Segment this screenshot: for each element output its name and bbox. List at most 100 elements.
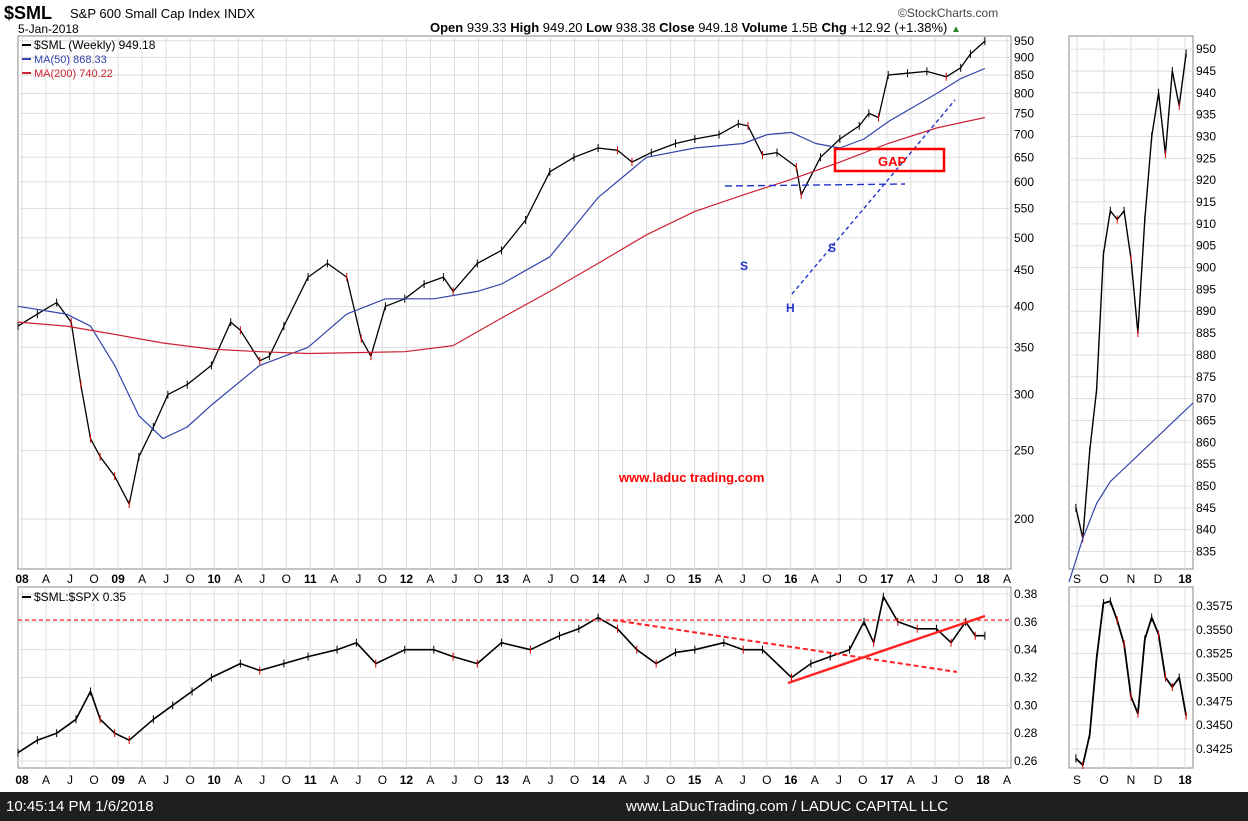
x-tick-label: 13 (496, 773, 510, 787)
y-tick-label: 0.38 (1014, 587, 1038, 601)
x-tick-label: J (259, 572, 265, 586)
x-tick-label: J (451, 773, 457, 787)
y-tick-label: 930 (1196, 129, 1216, 143)
chart-exchange: INDX (224, 6, 256, 21)
y-tick-label: 0.3575 (1196, 599, 1233, 613)
x-tick-label: 11 (304, 773, 317, 787)
x-tick-label: A (42, 773, 50, 787)
y-tick-label: 0.3475 (1196, 694, 1233, 708)
y-tick-label: 915 (1196, 195, 1216, 209)
x-tick-label: O (762, 773, 771, 787)
x-tick-label: 08 (15, 773, 29, 787)
low-label: Low (586, 20, 613, 35)
y-tick-label: 850 (1014, 68, 1034, 82)
x-tick-label: O (858, 572, 867, 586)
y-tick-label: 940 (1196, 86, 1216, 100)
y-tick-label: 0.26 (1014, 754, 1038, 768)
y-tick-label: 550 (1014, 202, 1034, 216)
x-tick-label: A (426, 773, 434, 787)
close-label: Close (659, 20, 695, 35)
y-tick-label: 600 (1014, 175, 1034, 189)
footer-credit: www.LaDucTrading.com / LADUC CAPITAL LLC (626, 798, 949, 815)
y-tick-label: 860 (1196, 435, 1216, 449)
chart-symbol: $SML (4, 3, 53, 23)
x-tick-label: J (932, 572, 938, 586)
x-tick-label: A (619, 572, 627, 586)
legend-ma200-swatch (22, 72, 31, 74)
x-tick-label: A (234, 572, 242, 586)
y-tick-label: 855 (1196, 457, 1216, 471)
x-tick-label: O (954, 773, 963, 787)
legend-ma50-label: MA(50) 868.33 (34, 54, 107, 66)
x-tick-label: O (858, 773, 867, 787)
gap-box (833, 147, 946, 173)
x-tick-label: A (330, 773, 338, 787)
footer-timestamp: 10:45:14 PM 1/6/2018 (6, 798, 154, 815)
axis-layer: 200 250 300 350 400 450 500 550 600 650 700 750 800 8… (15, 34, 1233, 787)
x-tick-label: O (570, 773, 579, 787)
x-tick-label: O (282, 773, 291, 787)
x-tick-label: O (954, 572, 963, 586)
x-tick-label: A (138, 773, 146, 787)
x-tick-label: O (1099, 572, 1108, 586)
y-tick-label: 865 (1196, 413, 1216, 427)
x-tick-label: 08 (15, 572, 29, 586)
x-tick-label: J (740, 572, 746, 586)
y-tick-label: 870 (1196, 392, 1216, 406)
x-tick-label: J (740, 773, 746, 787)
y-tick-label: 500 (1014, 231, 1034, 245)
head-label: H (786, 301, 795, 315)
x-tick-label: J (451, 572, 457, 586)
open-value: 939.33 (466, 20, 507, 35)
x-tick-label: J (355, 773, 361, 787)
x-tick-label: A (715, 572, 723, 586)
y-tick-label: 920 (1196, 173, 1216, 187)
legend-price-label: $SML (Weekly) 949.18 (34, 38, 156, 52)
x-tick-label: O (185, 572, 194, 586)
x-tick-label: D (1154, 572, 1163, 586)
x-tick-label: 14 (592, 572, 606, 586)
legend-ma200-label: MA(200) 740.22 (34, 68, 113, 80)
y-tick-label: 800 (1014, 87, 1034, 101)
x-tick-label: 14 (592, 773, 606, 787)
y-tick-label: 750 (1014, 106, 1034, 120)
volume-value: 1.5B (791, 20, 818, 35)
x-tick-label: 09 (111, 572, 125, 586)
open-label: Open (430, 20, 464, 35)
series-layer (17, 37, 1194, 770)
x-tick-label: A (234, 773, 242, 787)
provider-logo: ©StockCharts.com (898, 6, 998, 20)
x-tick-label: J (548, 572, 554, 586)
x-tick-label: O (89, 572, 98, 586)
y-tick-label: 950 (1014, 34, 1034, 48)
y-tick-label: 400 (1014, 299, 1034, 313)
copyright-icon: © (898, 6, 907, 20)
x-tick-label: A (330, 572, 338, 586)
x-tick-label: J (836, 572, 842, 586)
x-tick-label: A (523, 773, 531, 787)
ratio-up-trendline (787, 614, 986, 685)
x-tick-label: J (932, 773, 938, 787)
y-tick-label: 895 (1196, 282, 1216, 296)
neckline-dashed (724, 183, 906, 187)
uptrend-dashed (791, 99, 956, 295)
y-tick-label: 0.32 (1014, 671, 1038, 685)
close-value: 949.18 (698, 20, 738, 35)
x-tick-label: J (163, 773, 169, 787)
y-tick-label: 350 (1014, 340, 1034, 354)
y-tick-label: 300 (1014, 388, 1034, 402)
y-tick-label: 0.3525 (1196, 647, 1233, 661)
x-tick-label: O (282, 572, 291, 586)
x-tick-label: A (715, 773, 723, 787)
y-tick-label: 840 (1196, 523, 1216, 537)
x-tick-label: A (1003, 773, 1011, 787)
main-price-series-2-line (17, 116, 986, 355)
footer-bar: 10:45:14 PM 1/6/2018 www.LaDucTrading.co… (0, 792, 1248, 821)
x-tick-label: 18 (976, 773, 990, 787)
x-tick-label: J (644, 572, 650, 586)
grid-layer (18, 36, 1193, 768)
y-tick-label: 650 (1014, 150, 1034, 164)
ohlc-bar: Open 939.33 High 949.20 Low 938.38 Close… (430, 20, 961, 35)
y-tick-label: 250 (1014, 444, 1034, 458)
